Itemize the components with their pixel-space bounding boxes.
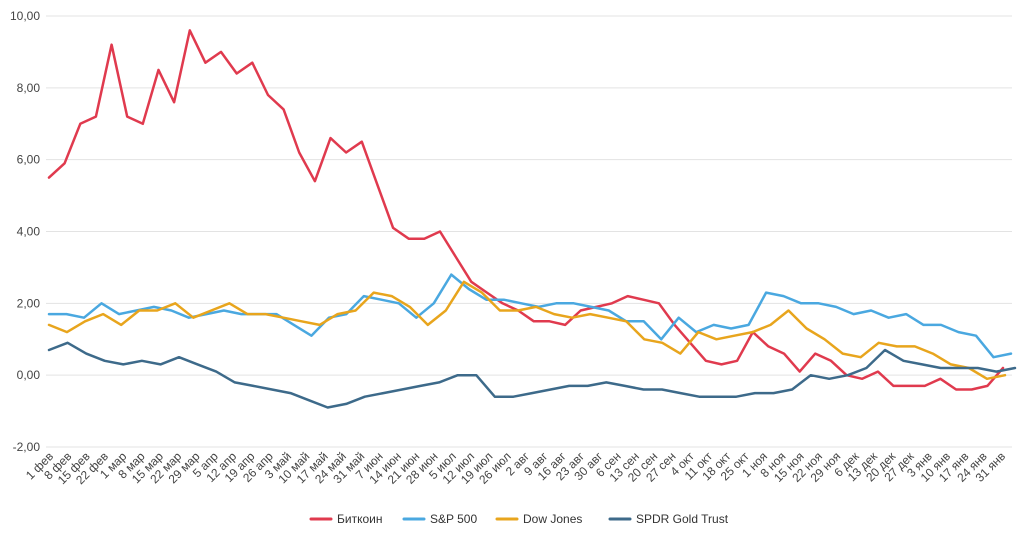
y-tick-label: 10,00 — [10, 9, 40, 23]
legend-label: SPDR Gold Trust — [636, 512, 729, 526]
y-tick-label: 4,00 — [17, 225, 41, 239]
y-tick-label: -2,00 — [13, 440, 41, 454]
y-tick-label: 2,00 — [17, 296, 41, 310]
y-tick-label: 8,00 — [17, 81, 41, 95]
legend-label: S&P 500 — [430, 512, 477, 526]
legend-label: Dow Jones — [523, 512, 582, 526]
series-line-1 — [47, 273, 1013, 359]
y-axis: -2,00 0,00 2,00 4,00 6,00 8,00 10,00 — [10, 9, 40, 454]
gridlines — [46, 15, 1012, 448]
series-line-0 — [47, 29, 1005, 391]
series-line-3 — [47, 341, 1017, 409]
legend: Биткоин S&P 500 Dow Jones SPDR Gold Trust — [309, 512, 729, 526]
y-tick-label: 0,00 — [17, 368, 41, 382]
legend-label: Биткоин — [337, 512, 382, 526]
series-line-2 — [47, 280, 1007, 381]
series-lines — [47, 29, 1017, 409]
y-tick-label: 6,00 — [17, 153, 41, 167]
